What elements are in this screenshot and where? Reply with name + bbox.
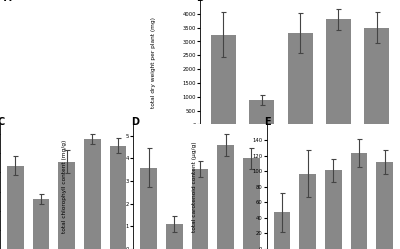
Bar	[376, 162, 393, 249]
Bar	[243, 158, 260, 249]
Bar	[249, 100, 274, 124]
Bar	[210, 35, 236, 124]
Y-axis label: total dry weight per plant (mg): total dry weight per plant (mg)	[151, 17, 156, 108]
Text: B: B	[196, 0, 203, 2]
Bar	[325, 170, 342, 249]
Bar	[326, 19, 351, 124]
Bar	[274, 212, 290, 249]
Bar	[299, 174, 316, 249]
Text: A: A	[4, 0, 12, 2]
Bar	[288, 33, 312, 124]
Bar	[217, 145, 234, 249]
Bar	[166, 224, 183, 249]
Bar	[58, 162, 75, 249]
Bar	[84, 139, 101, 249]
Bar	[110, 146, 126, 249]
Bar	[33, 199, 49, 249]
Bar	[7, 166, 24, 249]
Y-axis label: total chlorophyll content (mg/g): total chlorophyll content (mg/g)	[62, 140, 67, 234]
Bar	[364, 28, 390, 124]
Y-axis label: total carotenoid content (μg/g): total carotenoid content (μg/g)	[192, 141, 197, 232]
Text: D: D	[131, 117, 139, 127]
Bar	[140, 168, 157, 249]
Text: E: E	[264, 117, 271, 127]
Bar	[192, 169, 208, 249]
Text: C: C	[0, 117, 4, 127]
Bar	[351, 152, 367, 249]
